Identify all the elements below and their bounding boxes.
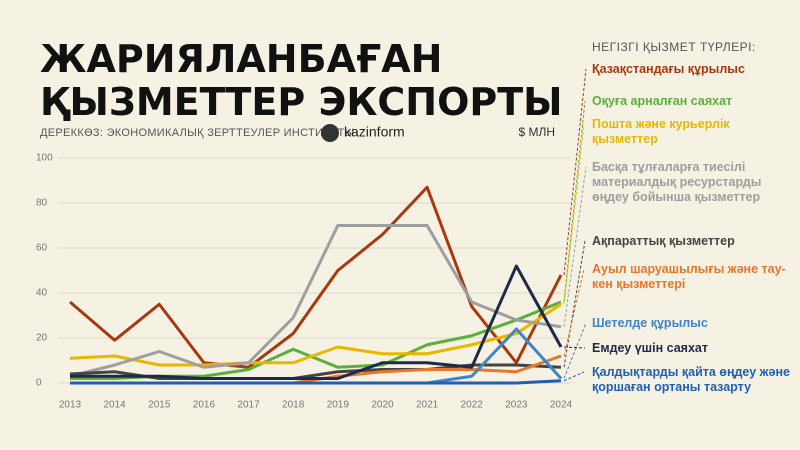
- legend-connector: [563, 166, 587, 327]
- y-tick-label: 20: [36, 333, 48, 344]
- legend-connector: [563, 371, 585, 382]
- legend-connector: [563, 346, 586, 349]
- legend-entry: Қазақстандағы құрылыс: [592, 62, 745, 76]
- x-tick-label: 2014: [104, 400, 127, 411]
- x-tick-label: 2019: [327, 400, 350, 411]
- legend-entry: Ауыл шаруашылығы және тау-кен қызметтері: [592, 262, 786, 291]
- x-tick-label: 2024: [550, 400, 573, 411]
- y-tick-label: 40: [36, 288, 48, 299]
- legend-connector: [563, 268, 585, 357]
- x-tick-label: 2013: [59, 400, 82, 411]
- logo-text: kazinform: [344, 124, 405, 140]
- x-tick-label: 2015: [148, 400, 171, 411]
- legend-connector: [563, 123, 585, 305]
- unit: $ МЛН: [518, 125, 555, 139]
- legend-entry: Емдеу үшін саяхат: [592, 341, 708, 355]
- x-tick-label: 2016: [193, 400, 216, 411]
- y-tick-label: 60: [36, 243, 48, 254]
- legend-entry: Басқа тұлғаларға тиесілі материалдық рес…: [592, 160, 762, 204]
- legend-entry: Шетелде құрылыс: [592, 316, 708, 330]
- legend-connector: [563, 240, 586, 368]
- legend-entry: Пошта және курьерлік қызметтер: [592, 117, 730, 146]
- title-line-2: ҚЫЗМЕТТЕР ЭКСПОРТЫ: [40, 80, 563, 124]
- series-line: [70, 379, 562, 385]
- series-line: [69, 224, 562, 378]
- title-line-1: ЖАРИЯЛАНБАҒАН: [40, 37, 443, 81]
- legend-entry: Қалдықтарды қайта өңдеу және қоршаған ор…: [592, 365, 790, 394]
- source: ДЕРЕККӨЗ: ЭКОНОМИКАЛЫҚ ЗЕРТТЕУЛЕР ИНСТИТ…: [40, 127, 355, 139]
- series-line: [70, 264, 563, 380]
- x-tick-label: 2021: [416, 400, 439, 411]
- series-line: [69, 185, 563, 369]
- legend-title: НЕГІЗГІ ҚЫЗМЕТ ТҮРЛЕРІ:: [592, 40, 756, 54]
- y-tick-label: 80: [36, 198, 48, 209]
- x-tick-label: 2022: [461, 400, 484, 411]
- x-tick-label: 2017: [237, 400, 260, 411]
- series-line: [69, 302, 562, 367]
- x-tick-label: 2023: [505, 400, 528, 411]
- x-tick-label: 2018: [282, 400, 305, 411]
- y-tick-label: 0: [36, 378, 42, 389]
- legend-entry: Оқуға арналған саяхат: [592, 94, 733, 108]
- legend-connector: [563, 322, 587, 379]
- legend-connector: [563, 68, 587, 276]
- x-tick-label: 2020: [371, 400, 394, 411]
- plot: 0 20 40 60 80 100 2013 2014 2015 2016 2017 2018 2019…: [36, 68, 587, 411]
- y-tick-label: 100: [36, 153, 53, 164]
- logo-icon: [321, 124, 339, 142]
- legend-connector: [563, 100, 586, 303]
- legend-entry: Ақпараттық қызметтер: [592, 234, 735, 248]
